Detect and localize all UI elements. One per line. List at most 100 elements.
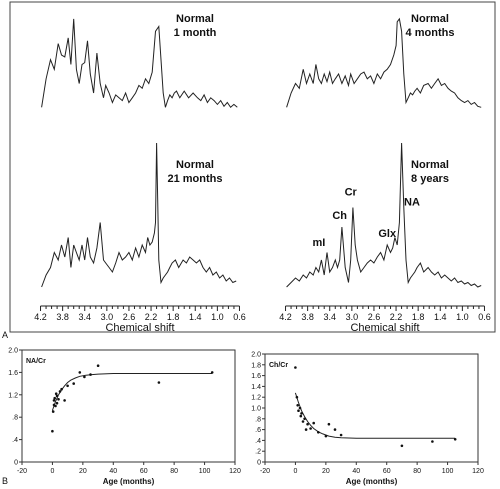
y-tick-label: 1.8	[251, 362, 261, 369]
axis-tick-label: 3.0	[346, 312, 359, 322]
chemical-shift-axis-1: 4.2 3.8 3.4 3.0 2.6 2.2 1.8 1.4 1.0 0.6 Chemical s…	[34, 305, 246, 334]
data-point	[51, 410, 55, 413]
data-point	[58, 390, 62, 393]
spectrum-label-line1: Normal	[411, 13, 449, 25]
data-point	[327, 422, 331, 426]
data-point	[303, 417, 306, 421]
plot-title: NA/Cr	[26, 358, 46, 365]
fit-curve	[294, 392, 456, 439]
x-tick-label: 0	[293, 468, 297, 475]
data-point	[294, 366, 297, 369]
axis-tick-label: 4.2	[34, 312, 47, 322]
x-tick-label: 20	[322, 468, 330, 475]
data-point	[324, 434, 328, 438]
data-point	[55, 394, 59, 398]
spectrum-4: Normal 8 years	[286, 142, 482, 288]
panel-a-border	[9, 1, 496, 333]
data-point	[304, 428, 308, 431]
y-tick-label: 2.0	[251, 352, 261, 359]
spectrum-label-line1: Normal	[176, 159, 214, 171]
data-point	[63, 399, 66, 402]
axis-tick-label: 2.6	[368, 312, 381, 322]
y-tick-label: .8	[12, 415, 18, 422]
y-tick-label: .4	[255, 438, 261, 445]
data-point	[54, 392, 58, 396]
spectrum-line	[41, 18, 238, 109]
ratio-plot-2: -20 0 20 40 60 80 100 1200.2.4.6.81.01.21.41.61…	[251, 352, 484, 487]
x-tick-label: 120	[229, 468, 241, 475]
panel-a-letter: A	[2, 330, 8, 340]
y-tick-label: .2	[255, 449, 261, 456]
data-point	[297, 409, 300, 413]
x-tick-label: 20	[79, 468, 87, 475]
data-point	[60, 387, 63, 391]
x-tick-label: 0	[50, 468, 54, 475]
peak-label: NA	[404, 197, 420, 209]
data-point	[339, 433, 343, 437]
axis-tick-label: 0.6	[478, 312, 491, 322]
spectrum-label-line1: Normal	[176, 13, 214, 25]
x-tick-label: 100	[442, 468, 454, 475]
axis-tick-label: 1.4	[189, 312, 202, 322]
data-point	[52, 399, 56, 402]
data-point	[66, 384, 69, 388]
spectrum-line	[286, 17, 482, 108]
data-point	[57, 398, 60, 401]
x-tick-label: 40	[109, 468, 117, 475]
y-tick-label: 1.6	[251, 373, 261, 380]
data-point	[306, 422, 309, 426]
data-point	[157, 381, 161, 384]
y-tick-label: 0	[257, 460, 261, 467]
axis-tick-label: 2.2	[145, 312, 158, 322]
data-point	[53, 396, 56, 400]
axis-tick-label: 1.8	[167, 312, 180, 322]
data-point	[431, 440, 434, 443]
y-tick-label: 1.2	[251, 395, 261, 402]
axis-tick-label: 3.8	[56, 312, 69, 322]
y-tick-label: 0	[14, 460, 18, 467]
spectrum-2: Normal 4 months	[286, 13, 482, 108]
plot-frame	[21, 349, 236, 463]
y-tick-label: 1.2	[8, 392, 18, 399]
plot-title: Ch/Cr	[269, 362, 288, 369]
x-tick-label: -20	[17, 468, 27, 475]
spectrum-line	[286, 142, 482, 288]
plot-frame	[264, 353, 479, 463]
data-point	[54, 404, 57, 408]
fit-curve	[51, 373, 213, 411]
axis-tick-label: 1.0	[456, 312, 469, 322]
x-tick-label: -20	[260, 468, 270, 475]
axis-tick-label: 1.4	[434, 312, 447, 322]
data-point	[72, 382, 75, 385]
y-tick-label: 1.6	[8, 370, 18, 377]
data-point	[96, 364, 100, 368]
x-tick-label: 80	[170, 468, 178, 475]
axis-tick-label: 2.2	[390, 312, 403, 322]
spectrum-label-line2: 4 months	[406, 27, 455, 39]
axis-tick-label: 1.8	[412, 312, 425, 322]
data-point	[295, 395, 299, 399]
x-tick-label: 60	[140, 468, 148, 475]
x-tick-label: 100	[199, 468, 211, 475]
panel-b-letter: B	[2, 476, 8, 486]
axis-tick-label: 0.6	[233, 312, 246, 322]
spectrum-3: Normal 21 months	[41, 142, 237, 288]
axis-tick-label: 1.0	[211, 312, 224, 322]
data-point	[301, 420, 305, 423]
spectrum-label-line1: Normal	[411, 159, 449, 171]
spectrum-1: Normal 1 month	[41, 13, 238, 109]
spectrum-label-line2: 8 years	[411, 173, 449, 185]
spectrum-label-line2: 1 month	[174, 27, 217, 39]
spectra-layer: Normal 1 month Normal 4 months Normal 21 mont…	[34, 13, 490, 334]
axis-tick-label: 2.6	[123, 312, 136, 322]
peak-label: Ch	[332, 210, 347, 222]
data-point	[300, 412, 303, 415]
data-point	[309, 427, 312, 430]
data-point	[298, 406, 302, 410]
peak-label: mI	[312, 237, 325, 249]
peak-label: Cr	[345, 187, 358, 199]
y-tick-label: .6	[255, 427, 261, 434]
peak-label: Glx	[378, 228, 397, 240]
axis-tick-label: 3.4	[78, 312, 91, 322]
y-tick-label: .4	[12, 437, 18, 444]
